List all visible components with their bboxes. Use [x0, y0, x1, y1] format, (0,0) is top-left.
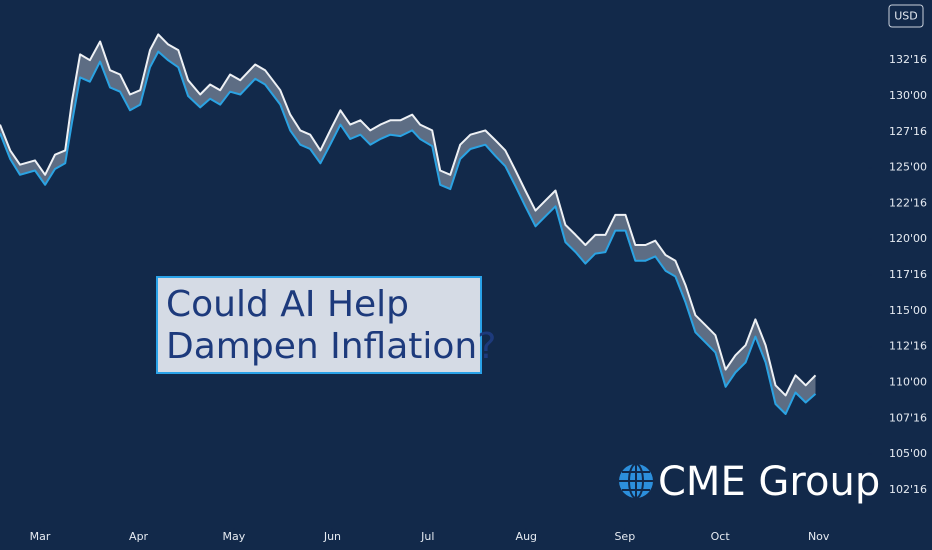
y-tick-label: 102'16	[889, 483, 927, 496]
y-tick-label: 120'00	[889, 232, 927, 245]
y-tick-label: 110'00	[889, 375, 927, 388]
x-tick-label: Oct	[711, 530, 731, 543]
annotation-line: Dampen Inflation?	[166, 326, 496, 367]
annotation-line: Could AI Help	[166, 284, 409, 325]
y-tick-label: 107'16	[889, 411, 927, 424]
y-tick-label: 127'16	[889, 125, 927, 138]
logo-text: CME Group	[658, 459, 880, 505]
y-tick-label: 115'00	[889, 304, 927, 317]
y-tick-label: 125'00	[889, 161, 927, 174]
y-tick-label: 105'00	[889, 447, 927, 460]
x-tick-label: Sep	[614, 530, 635, 543]
y-tick-label: 130'00	[889, 89, 927, 102]
series-line	[0, 33, 817, 397]
x-tick-label: May	[223, 530, 246, 543]
logo-globe	[619, 463, 653, 499]
y-tick-label: 132'16	[889, 53, 927, 66]
annotation-box	[156, 276, 482, 374]
x-tick-label: Apr	[129, 530, 149, 543]
band-area	[0, 34, 816, 414]
x-tick-label: Aug	[516, 530, 537, 543]
x-tick-label: Jul	[420, 530, 434, 543]
y-tick-label: 117'16	[889, 268, 927, 281]
x-tick-label: Jun	[323, 530, 341, 543]
y-tick-label: 122'16	[889, 196, 927, 209]
currency-box	[888, 4, 924, 28]
series-line	[0, 50, 817, 415]
x-tick-label: Mar	[30, 530, 51, 543]
x-tick-label: Nov	[808, 530, 830, 543]
y-tick-label: 112'16	[889, 340, 927, 353]
plot-area: 132'16 130'00 127'16 125'00 122'16 120'00 117'…	[0, 33, 927, 543]
currency-label: USD	[894, 10, 918, 23]
